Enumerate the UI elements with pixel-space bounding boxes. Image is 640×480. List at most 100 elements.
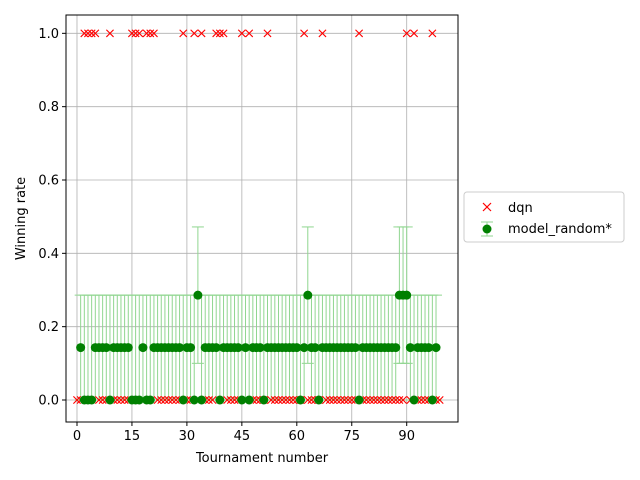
model-random-point (233, 343, 243, 353)
dqn-point (73, 396, 81, 404)
model-random-point (259, 395, 269, 405)
x-tick-label: 60 (289, 429, 306, 444)
dqn-point (149, 29, 158, 38)
dqn-point-stroke (179, 29, 188, 38)
dqn-point (153, 396, 162, 404)
x-tick-label: 45 (234, 429, 251, 444)
dqn-point (428, 29, 437, 38)
model-random-point (105, 395, 115, 405)
dqn-point (146, 29, 155, 38)
dqn-point (384, 396, 393, 404)
dqn-point-stroke (322, 396, 331, 404)
dqn-point (80, 29, 89, 38)
x-axis-label: Tournament number (195, 451, 329, 466)
dqn-point-stroke (146, 29, 155, 38)
dqn-point (285, 396, 294, 404)
x-tick-label: 90 (398, 429, 415, 444)
dqn-point-stroke (380, 396, 389, 404)
dqn-point (391, 396, 400, 404)
dqn-point-stroke (278, 396, 287, 404)
dqn-point-stroke (105, 29, 114, 38)
dqn-point (135, 29, 144, 38)
x-tick-label: 30 (179, 429, 196, 444)
dqn-point-stroke (399, 396, 408, 404)
model-random-point (101, 343, 111, 353)
dqn-point-stroke (83, 29, 92, 38)
dqn-point-stroke (428, 29, 437, 38)
dqn-point-stroke (347, 396, 356, 404)
dqn-point-stroke (153, 396, 162, 404)
dqn-point (113, 396, 122, 404)
model-random-point (215, 395, 225, 405)
model-random-point (87, 395, 97, 405)
dqn-point-stroke (135, 29, 144, 38)
dqn-point-stroke (98, 396, 107, 404)
dqn-point (252, 396, 261, 404)
dqn-point-stroke (402, 29, 411, 38)
dqn-point (263, 29, 272, 38)
dqn-point (131, 29, 140, 38)
y-tick-label: 0.0 (38, 394, 59, 409)
dqn-point (142, 29, 151, 38)
model-random-point (354, 395, 364, 405)
legend-dqn-marker (482, 202, 492, 212)
dqn-point-stroke (410, 29, 419, 38)
dqn-point-stroke (87, 29, 96, 38)
dqn-point-stroke (435, 396, 444, 404)
dqn-point-stroke (245, 29, 254, 38)
dqn-point (289, 396, 298, 404)
x-tick-label: 15 (124, 429, 141, 444)
x-tick-label: 75 (343, 429, 360, 444)
y-tick-label: 1.0 (38, 27, 59, 42)
dqn-point (270, 396, 279, 404)
dqn-point (120, 396, 129, 404)
dqn-point-stroke (355, 29, 364, 38)
dqn-point (83, 29, 92, 38)
dqn-point-stroke (369, 396, 378, 404)
dqn-point (278, 396, 287, 404)
dqn-point-stroke (190, 29, 199, 38)
model-random-point (186, 343, 196, 353)
dqn-point-stroke (395, 396, 404, 404)
dqn-point-stroke (116, 396, 125, 404)
y-tick-label: 0.2 (38, 320, 59, 335)
y-tick-label: 0.4 (38, 247, 59, 262)
model-random-point (244, 395, 254, 405)
dqn-point-stroke (160, 396, 169, 404)
dqn-point (190, 29, 199, 38)
dqn-point (223, 396, 232, 404)
dqn-point (219, 29, 228, 38)
dqn-point-stroke (325, 396, 334, 404)
dqn-point-stroke (362, 396, 371, 404)
dqn-point-stroke (285, 396, 294, 404)
dqn-point-stroke (142, 29, 151, 38)
dqn-point-stroke (215, 29, 224, 38)
dqn-point (91, 29, 100, 38)
dqn-point (212, 29, 221, 38)
dqn-point (307, 396, 316, 404)
dqn-point-stroke (417, 396, 426, 404)
dqn-point-stroke (281, 396, 290, 404)
dqn-point-stroke (263, 29, 272, 38)
dqn-point (340, 396, 349, 404)
legend-model-random-marker (481, 221, 493, 237)
dqn-point-stroke (91, 29, 100, 38)
dqn-point (157, 396, 166, 404)
dqn-point (373, 396, 382, 404)
dqn-point (226, 396, 235, 404)
model-random-point (241, 343, 251, 353)
dqn-point (362, 396, 371, 404)
dqn-point-stroke (274, 396, 283, 404)
model-random-point (295, 395, 305, 405)
dqn-point (336, 396, 345, 404)
dqn-point (168, 396, 177, 404)
dqn-point (230, 396, 239, 404)
dqn-point (237, 29, 246, 38)
model-random-point (427, 395, 437, 405)
dqn-point-stroke (336, 396, 345, 404)
model-random-point (310, 343, 320, 353)
dqn-point-stroke (344, 396, 353, 404)
dqn-point (410, 29, 419, 38)
dqn-point (369, 396, 378, 404)
